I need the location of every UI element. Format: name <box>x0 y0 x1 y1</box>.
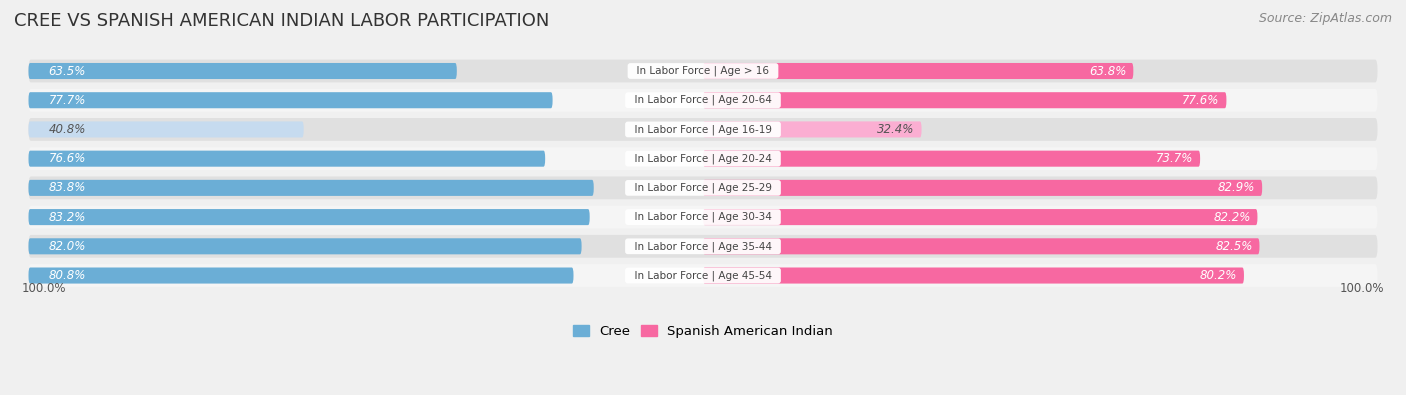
FancyBboxPatch shape <box>703 267 1244 284</box>
Text: 76.6%: 76.6% <box>49 152 86 165</box>
FancyBboxPatch shape <box>28 264 1378 287</box>
Text: In Labor Force | Age 25-29: In Labor Force | Age 25-29 <box>627 182 779 193</box>
Text: 83.8%: 83.8% <box>49 181 86 194</box>
FancyBboxPatch shape <box>28 89 1378 112</box>
Text: In Labor Force | Age 35-44: In Labor Force | Age 35-44 <box>627 241 779 252</box>
Legend: Cree, Spanish American Indian: Cree, Spanish American Indian <box>568 320 838 343</box>
FancyBboxPatch shape <box>28 121 304 137</box>
Text: CREE VS SPANISH AMERICAN INDIAN LABOR PARTICIPATION: CREE VS SPANISH AMERICAN INDIAN LABOR PA… <box>14 12 550 30</box>
Text: 40.8%: 40.8% <box>49 123 86 136</box>
Text: 82.5%: 82.5% <box>1215 240 1253 253</box>
Text: 63.8%: 63.8% <box>1090 64 1126 77</box>
FancyBboxPatch shape <box>28 209 589 225</box>
Text: 100.0%: 100.0% <box>1340 282 1385 295</box>
FancyBboxPatch shape <box>28 177 1378 199</box>
Text: In Labor Force | Age 45-54: In Labor Force | Age 45-54 <box>627 270 779 281</box>
FancyBboxPatch shape <box>703 180 1263 196</box>
Text: 80.8%: 80.8% <box>49 269 86 282</box>
FancyBboxPatch shape <box>28 238 582 254</box>
FancyBboxPatch shape <box>28 60 1378 83</box>
Text: 82.0%: 82.0% <box>49 240 86 253</box>
Text: 73.7%: 73.7% <box>1156 152 1194 165</box>
FancyBboxPatch shape <box>28 235 1378 258</box>
Text: 100.0%: 100.0% <box>21 282 66 295</box>
Text: In Labor Force | Age 20-64: In Labor Force | Age 20-64 <box>628 95 778 105</box>
Text: In Labor Force | Age 30-34: In Labor Force | Age 30-34 <box>628 212 778 222</box>
FancyBboxPatch shape <box>28 150 546 167</box>
FancyBboxPatch shape <box>28 206 1378 228</box>
Text: Source: ZipAtlas.com: Source: ZipAtlas.com <box>1258 12 1392 25</box>
Text: 32.4%: 32.4% <box>877 123 915 136</box>
Text: In Labor Force | Age 20-24: In Labor Force | Age 20-24 <box>628 153 778 164</box>
FancyBboxPatch shape <box>28 180 593 196</box>
FancyBboxPatch shape <box>28 63 457 79</box>
FancyBboxPatch shape <box>28 118 1378 141</box>
Text: 82.2%: 82.2% <box>1213 211 1251 224</box>
FancyBboxPatch shape <box>703 92 1226 108</box>
Text: 80.2%: 80.2% <box>1199 269 1237 282</box>
FancyBboxPatch shape <box>703 238 1260 254</box>
FancyBboxPatch shape <box>28 147 1378 170</box>
Text: In Labor Force | Age 16-19: In Labor Force | Age 16-19 <box>627 124 779 135</box>
FancyBboxPatch shape <box>28 92 553 108</box>
FancyBboxPatch shape <box>703 209 1257 225</box>
Text: 77.6%: 77.6% <box>1182 94 1219 107</box>
Text: In Labor Force | Age > 16: In Labor Force | Age > 16 <box>630 66 776 76</box>
Text: 77.7%: 77.7% <box>49 94 86 107</box>
FancyBboxPatch shape <box>703 150 1201 167</box>
FancyBboxPatch shape <box>703 121 921 137</box>
Text: 83.2%: 83.2% <box>49 211 86 224</box>
Text: 82.9%: 82.9% <box>1218 181 1256 194</box>
Text: 63.5%: 63.5% <box>49 64 86 77</box>
FancyBboxPatch shape <box>28 267 574 284</box>
FancyBboxPatch shape <box>703 63 1133 79</box>
